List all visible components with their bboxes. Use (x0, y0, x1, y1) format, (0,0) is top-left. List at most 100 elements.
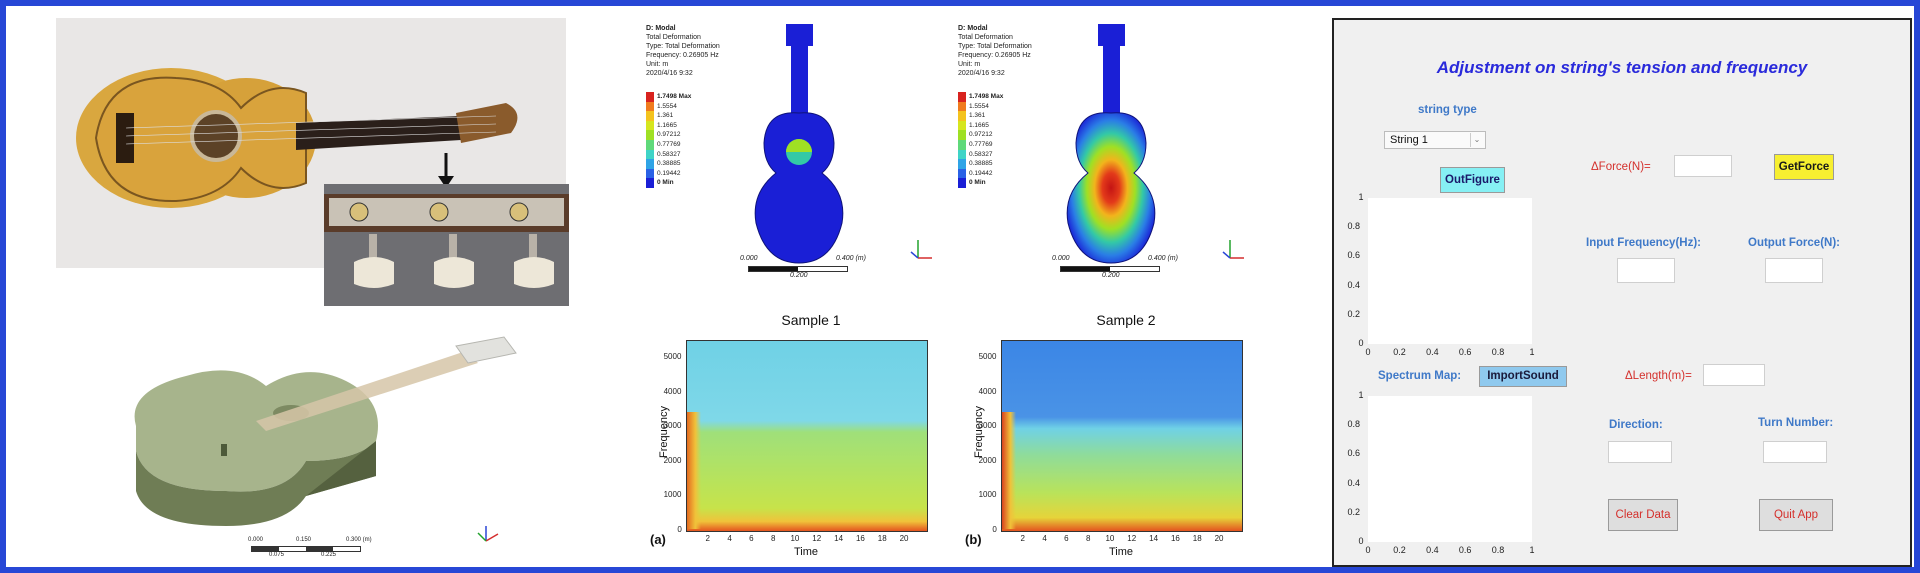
legend-label: 0.38885 (657, 160, 681, 168)
sample-2-title: Sample 2 (1096, 312, 1156, 328)
delta-length-label: ΔLength(m)= (1625, 370, 1692, 382)
output-force-label: Output Force(N): (1748, 237, 1840, 249)
sample-2-xlabel: Time (1109, 546, 1134, 558)
importsound-button[interactable]: ImportSound (1479, 366, 1567, 387)
x-tick-label: 18 (877, 534, 887, 543)
fea-scale-mid: 0.200 (790, 272, 808, 279)
delta-force-field[interactable] (1674, 155, 1732, 177)
fea-modal-right: D: Modal Total Deformation Type: Total D… (958, 18, 1268, 288)
legend-swatch (646, 159, 654, 169)
legend-swatch (646, 178, 654, 188)
legend-label: 0.77769 (969, 141, 993, 148)
fea-right-legend: 1.7498 Max 1.5554 1.361 1.1665 0.97212 0.7776… (958, 92, 1038, 192)
legend-label: 1.1665 (657, 121, 677, 129)
x-tick-label: 14 (1149, 534, 1159, 543)
sample-2-ylabel: Frequency (972, 406, 985, 458)
y-tick-label: 4000 (663, 386, 682, 396)
spectrum-map-axes (1368, 396, 1532, 542)
input-frequency-field[interactable] (1617, 258, 1675, 283)
axes-y-tick: 0.4 (1347, 279, 1361, 290)
output-force-field (1765, 258, 1823, 283)
y-tick-label: 5000 (663, 352, 682, 362)
x-tick-label: 2 (705, 534, 710, 543)
turn-number-field (1763, 441, 1827, 463)
legend-swatch (958, 159, 966, 169)
legend-label: 1.361 (969, 112, 986, 120)
x-tick-label: 18 (1192, 534, 1202, 543)
fea-header-line: D: Modal (646, 25, 676, 32)
guitar-photo (56, 18, 566, 268)
legend-swatch (958, 130, 966, 140)
legend-swatch (646, 149, 654, 160)
axis-triad-icon (477, 526, 499, 542)
fea-left-header: D: Modal Total Deformation Type: Total D… (646, 24, 720, 78)
y-tick-label: 2000 (978, 455, 997, 465)
x-tick-label: 16 (855, 534, 865, 543)
legend-swatch (646, 92, 654, 102)
legend-swatch (958, 140, 966, 150)
axes-y-tick: 0 (1358, 536, 1364, 546)
delta-length-field[interactable] (1703, 364, 1765, 386)
sample-1-title: Sample 1 (781, 312, 841, 328)
x-tick-label: 2 (1020, 534, 1025, 543)
x-tick-label: 16 (1170, 534, 1180, 543)
axes-y-tick: 0.8 (1347, 221, 1361, 232)
getforce-button[interactable]: GetForce (1774, 154, 1834, 180)
tension-frequency-app-window: Adjustment on string's tension and frequ… (1332, 18, 1912, 567)
axes-x-tick: 1 (1529, 545, 1535, 555)
string-type-select[interactable]: String 1 ⌄ (1384, 131, 1486, 149)
legend-swatch (958, 149, 966, 160)
legend-swatch (958, 101, 966, 112)
axes-x-tick: 1 (1529, 347, 1535, 357)
y-tick-label: 1000 (663, 490, 682, 500)
fea-scale-start: 0.000 (1052, 255, 1070, 262)
quit-app-button[interactable]: Quit App (1759, 499, 1833, 531)
fea-scale-start: 0.000 (740, 255, 758, 262)
legend-label: 0 Min (969, 179, 986, 187)
spectrum-map-label: Spectrum Map: (1378, 370, 1462, 382)
fea-header-line: 2020/4/16 9:32 (958, 70, 1005, 77)
axes-x-tick: 0.4 (1426, 545, 1439, 555)
sample-1-onset (687, 412, 701, 529)
axes-x-tick: 0.8 (1491, 347, 1505, 357)
legend-label: 0.97212 (657, 131, 681, 139)
x-tick-label: 20 (1214, 534, 1224, 543)
y-tick-label: 3000 (978, 421, 997, 431)
spectrogram-sample-1: Sample 1 Frequency Time (a) 0 1000 2000 300… (646, 302, 946, 567)
input-frequency-label: Input Frequency(Hz): (1586, 237, 1701, 249)
fea-header-line: Frequency: 0.26905 Hz (646, 52, 719, 59)
fea-header-line: Total Deformation (958, 34, 1013, 41)
axes-y-tick: 0.6 (1347, 250, 1361, 261)
axes-x-tick: 0.2 (1393, 545, 1406, 555)
x-tick-label: 12 (1127, 534, 1137, 543)
axis-triad-icon (910, 240, 932, 259)
sample-2-plot (1001, 340, 1243, 532)
sample-1-plot (686, 340, 928, 532)
axes-y-tick: 1 (1358, 390, 1364, 400)
fea-header-line: Type: Total Deformation (646, 43, 720, 50)
model-scale-tick: 0.300 (m) (346, 537, 372, 543)
fea-header-line: Unit: m (646, 61, 669, 68)
legend-label: 1.1665 (969, 121, 989, 129)
delta-force-label: ΔForce(N)= (1591, 161, 1651, 173)
sample-2-letter: (b) (965, 532, 982, 547)
legend-swatch (958, 178, 966, 188)
legend-swatch (958, 92, 966, 102)
clear-data-button[interactable]: Clear Data (1608, 499, 1678, 531)
y-tick-label: 5000 (978, 352, 997, 362)
fea-header-line: Frequency: 0.26905 Hz (958, 52, 1031, 59)
x-tick-label: 6 (749, 534, 754, 543)
figure-axes (1368, 198, 1532, 344)
fea-scale-end: 0.400 (m) (1148, 255, 1178, 262)
axes-x-tick: 0 (1365, 545, 1371, 555)
fea-right-scale: 0.000 0.400 (m) 0.200 (1052, 255, 1178, 279)
fea-scale-mid: 0.200 (1102, 272, 1120, 279)
axes-x-tick: 0.2 (1393, 347, 1406, 357)
legend-label: 0.97212 (969, 131, 993, 139)
legend-label: 1.7498 Max (969, 93, 1004, 100)
outfigure-button[interactable]: OutFigure (1440, 167, 1505, 193)
axis-triad-icon (1222, 240, 1244, 259)
fea-header-line: Total Deformation (646, 34, 701, 41)
legend-label: 0.58327 (657, 150, 681, 158)
